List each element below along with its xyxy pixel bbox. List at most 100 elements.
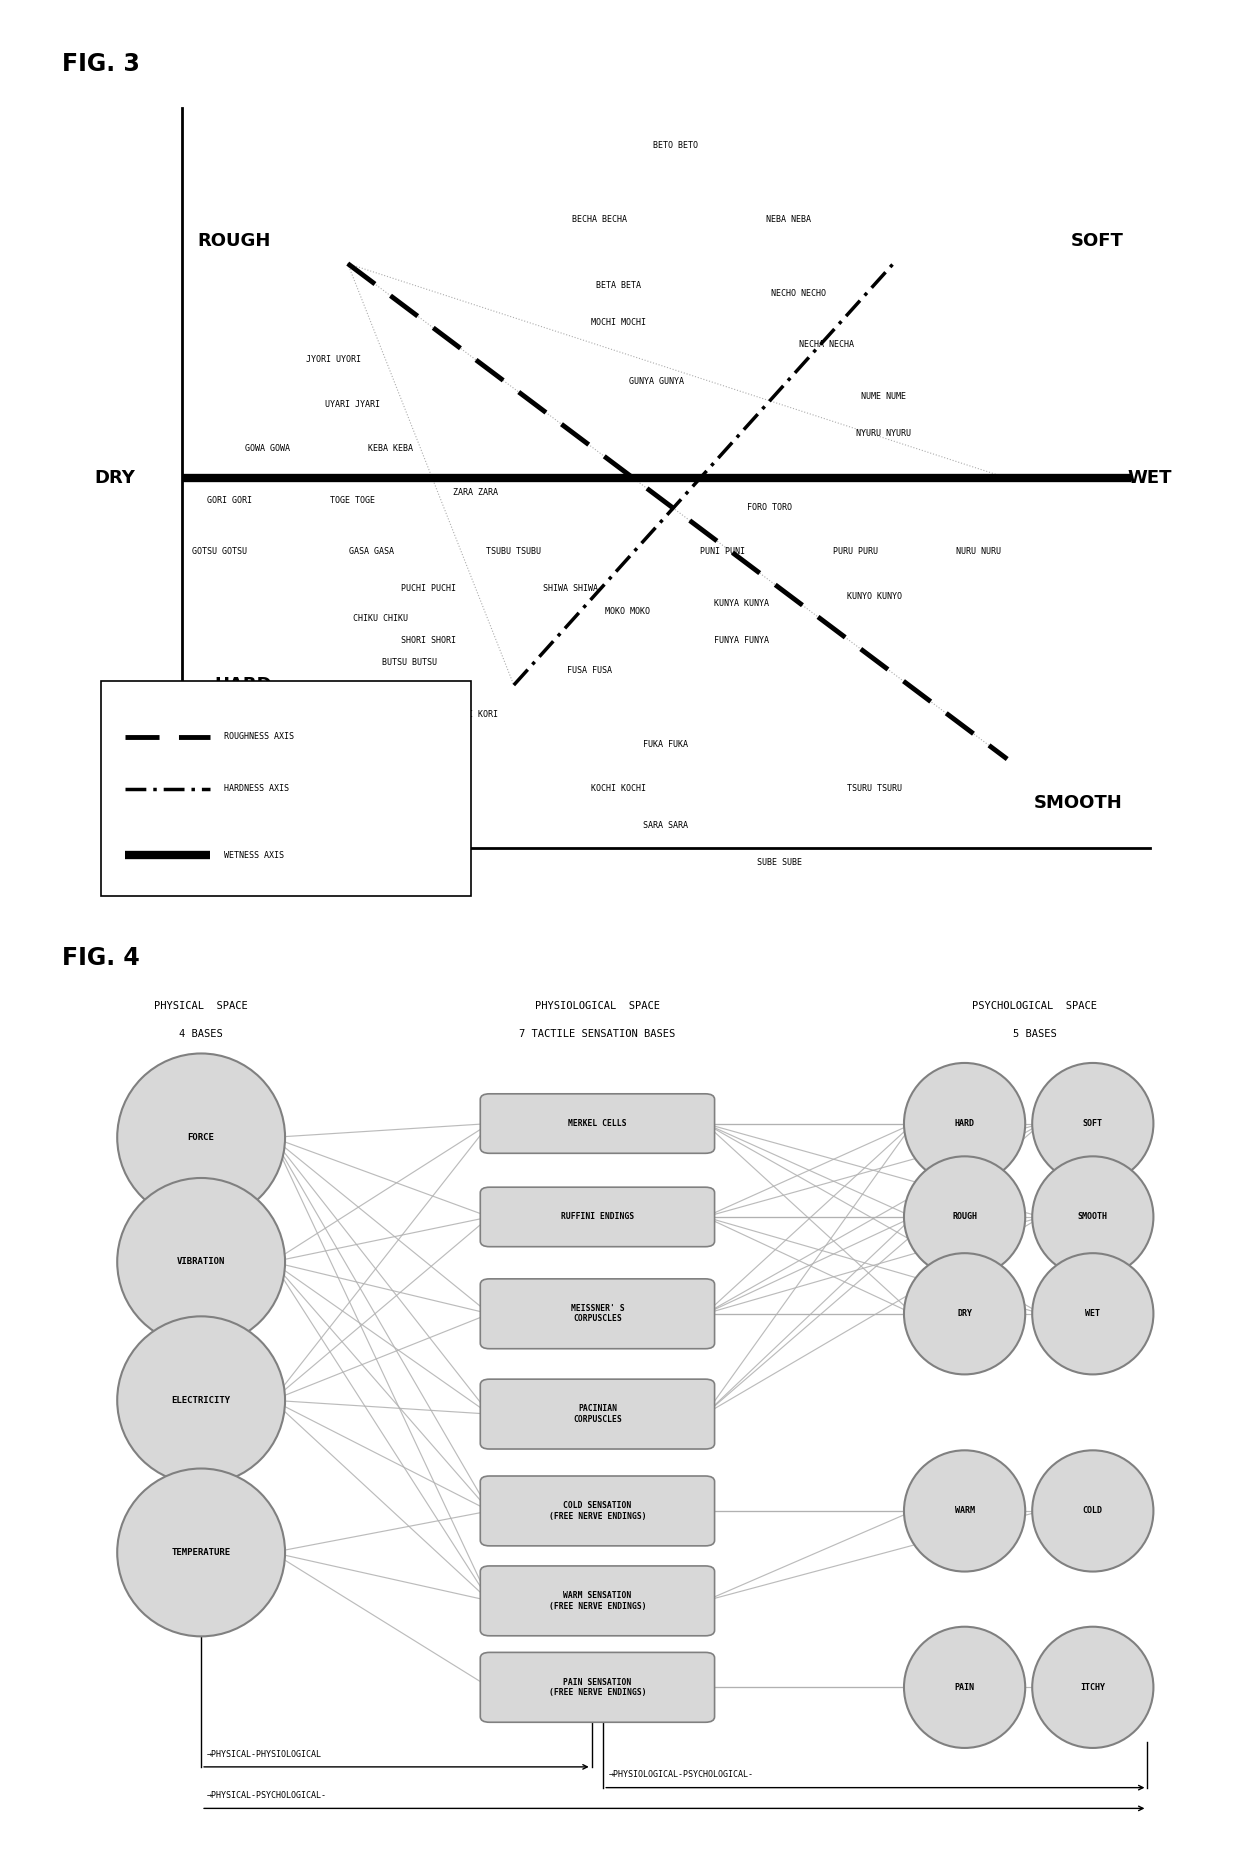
Text: VIBRATION: VIBRATION <box>177 1257 226 1266</box>
Text: PUNI PUNI: PUNI PUNI <box>701 548 745 557</box>
Text: NEBA NEBA: NEBA NEBA <box>766 215 811 224</box>
Text: KORI KORI: KORI KORI <box>454 711 498 720</box>
Text: FUNYA FUNYA: FUNYA FUNYA <box>714 636 769 645</box>
Text: KUNYA KUNYA: KUNYA KUNYA <box>714 598 769 608</box>
Text: BUTSU BUTSU: BUTSU BUTSU <box>382 658 436 668</box>
Text: NURU NURU: NURU NURU <box>956 548 1001 557</box>
Ellipse shape <box>1032 1451 1153 1571</box>
Text: JYORI UYORI: JYORI UYORI <box>306 355 361 365</box>
Text: →PHYSICAL-PSYCHOLOGICAL-: →PHYSICAL-PSYCHOLOGICAL- <box>207 1791 327 1801</box>
Text: PHYSICAL  SPACE: PHYSICAL SPACE <box>154 1002 248 1012</box>
Text: HARDNESS AXIS: HARDNESS AXIS <box>224 784 289 793</box>
Text: GOTSU GOTSU: GOTSU GOTSU <box>192 548 247 557</box>
Text: SOFT: SOFT <box>1071 232 1123 251</box>
Text: BECHA BECHA: BECHA BECHA <box>572 215 626 224</box>
Text: TOGE TOGE: TOGE TOGE <box>330 496 374 505</box>
Text: MOCHI MOCHI: MOCHI MOCHI <box>590 318 646 327</box>
Text: WARM SENSATION
(FREE NERVE ENDINGS): WARM SENSATION (FREE NERVE ENDINGS) <box>548 1591 646 1610</box>
Text: FIG. 4: FIG. 4 <box>62 946 140 971</box>
Ellipse shape <box>904 1156 1025 1277</box>
Text: CHIKU CHIKU: CHIKU CHIKU <box>353 613 408 623</box>
Text: ROUGH: ROUGH <box>952 1212 977 1221</box>
Text: ELECTRICITY: ELECTRICITY <box>171 1395 231 1404</box>
FancyBboxPatch shape <box>100 681 471 896</box>
Text: SARA SARA: SARA SARA <box>644 821 688 830</box>
Text: GORI GORI: GORI GORI <box>207 496 252 505</box>
FancyBboxPatch shape <box>480 1187 714 1247</box>
Text: GOWA GOWA: GOWA GOWA <box>244 443 290 453</box>
Ellipse shape <box>904 1627 1025 1748</box>
Text: WET: WET <box>1085 1309 1100 1318</box>
Text: FUSA FUSA: FUSA FUSA <box>567 666 613 675</box>
Text: PHYSIOLOGICAL  SPACE: PHYSIOLOGICAL SPACE <box>534 1002 660 1012</box>
Text: GASA GASA: GASA GASA <box>348 548 394 557</box>
Ellipse shape <box>118 1468 285 1636</box>
Text: KAKA-KASA: KAKA-KASA <box>415 681 460 690</box>
Text: NECHA NECHA: NECHA NECHA <box>800 340 854 350</box>
Ellipse shape <box>904 1253 1025 1374</box>
Text: BETA BETA: BETA BETA <box>595 280 641 290</box>
Ellipse shape <box>118 1178 285 1346</box>
Text: ITCHY: ITCHY <box>1080 1683 1105 1692</box>
Text: PAIN: PAIN <box>955 1683 975 1692</box>
Text: GUNYA GUNYA: GUNYA GUNYA <box>629 378 683 387</box>
Text: SMOOTH: SMOOTH <box>1034 795 1122 812</box>
Text: HARD: HARD <box>215 677 272 694</box>
Text: PURU PURU: PURU PURU <box>833 548 878 557</box>
Text: RUFFINI ENDINGS: RUFFINI ENDINGS <box>560 1212 634 1221</box>
Text: SOFT: SOFT <box>1083 1118 1102 1128</box>
Text: FORO TORO: FORO TORO <box>748 503 792 512</box>
Text: SMOOTH: SMOOTH <box>1078 1212 1107 1221</box>
Text: WARM: WARM <box>955 1507 975 1515</box>
Text: HARD: HARD <box>955 1118 975 1128</box>
FancyBboxPatch shape <box>480 1565 714 1636</box>
Text: PACINIAN
CORPUSCLES: PACINIAN CORPUSCLES <box>573 1404 621 1423</box>
Text: MERKEL CELLS: MERKEL CELLS <box>568 1118 626 1128</box>
Text: SUBE SUBE: SUBE SUBE <box>756 858 802 868</box>
Text: TSURU TSURU: TSURU TSURU <box>847 784 901 793</box>
FancyBboxPatch shape <box>480 1653 714 1722</box>
FancyBboxPatch shape <box>480 1380 714 1449</box>
Ellipse shape <box>904 1062 1025 1184</box>
Text: MOKO MOKO: MOKO MOKO <box>605 606 650 615</box>
Text: PAIN SENSATION
(FREE NERVE ENDINGS): PAIN SENSATION (FREE NERVE ENDINGS) <box>548 1677 646 1698</box>
Text: WET: WET <box>1127 469 1172 486</box>
Text: →PHYSICAL-PHYSIOLOGICAL: →PHYSICAL-PHYSIOLOGICAL <box>207 1750 322 1758</box>
Ellipse shape <box>904 1451 1025 1571</box>
Text: PUCHI PUCHI: PUCHI PUCHI <box>401 585 456 593</box>
FancyBboxPatch shape <box>480 1475 714 1546</box>
Text: PSYCHOLOGICAL  SPACE: PSYCHOLOGICAL SPACE <box>972 1002 1097 1012</box>
Text: TSUBU TSUBU: TSUBU TSUBU <box>486 548 542 557</box>
Text: 5 BASES: 5 BASES <box>1013 1028 1056 1040</box>
Text: DRY: DRY <box>94 469 135 486</box>
FancyBboxPatch shape <box>480 1094 714 1154</box>
Text: NUME NUME: NUME NUME <box>862 393 906 402</box>
Text: FUKA FUKA: FUKA FUKA <box>644 741 688 748</box>
Ellipse shape <box>1032 1253 1153 1374</box>
Ellipse shape <box>1032 1627 1153 1748</box>
Text: NECHO NECHO: NECHO NECHO <box>771 288 826 297</box>
Text: 7 TACTILE SENSATION BASES: 7 TACTILE SENSATION BASES <box>520 1028 676 1040</box>
Text: NYURU NYURU: NYURU NYURU <box>857 430 911 438</box>
Text: ROUGH: ROUGH <box>197 232 270 251</box>
Text: FORCE: FORCE <box>187 1133 215 1143</box>
Text: KOCHI KOCHI: KOCHI KOCHI <box>590 784 646 793</box>
Text: COLD SENSATION
(FREE NERVE ENDINGS): COLD SENSATION (FREE NERVE ENDINGS) <box>548 1502 646 1520</box>
Text: MEISSNER' S
CORPUSCLES: MEISSNER' S CORPUSCLES <box>570 1303 624 1324</box>
Text: KEBA KEBA: KEBA KEBA <box>368 443 413 453</box>
Ellipse shape <box>118 1053 285 1221</box>
Text: COLD: COLD <box>1083 1507 1102 1515</box>
Text: KUNYO KUNYO: KUNYO KUNYO <box>847 593 901 600</box>
Text: TEMPERATURE: TEMPERATURE <box>171 1548 231 1558</box>
Ellipse shape <box>1032 1156 1153 1277</box>
Ellipse shape <box>1032 1062 1153 1184</box>
Text: BETO BETO: BETO BETO <box>652 140 698 150</box>
Text: SHIWA SHIWA: SHIWA SHIWA <box>543 585 598 593</box>
Text: WETNESS AXIS: WETNESS AXIS <box>224 851 284 860</box>
Text: SHORI SHORI: SHORI SHORI <box>401 636 456 645</box>
Text: 4 BASES: 4 BASES <box>180 1028 223 1040</box>
Text: ZARA ZARA: ZARA ZARA <box>454 488 498 497</box>
Text: DRY: DRY <box>957 1309 972 1318</box>
Ellipse shape <box>118 1316 285 1485</box>
Text: →PHYSIOLOGICAL-PSYCHOLOGICAL-: →PHYSIOLOGICAL-PSYCHOLOGICAL- <box>609 1771 754 1780</box>
